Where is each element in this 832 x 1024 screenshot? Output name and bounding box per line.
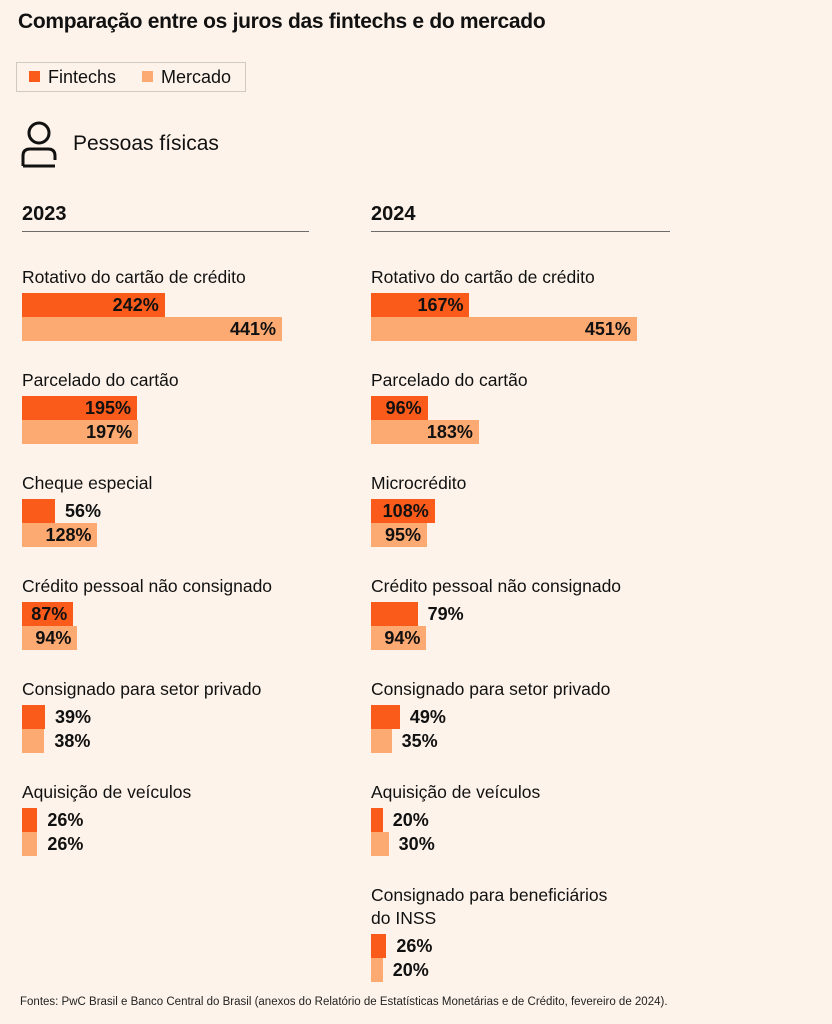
data-label-mercado-2023: 38% bbox=[54, 731, 91, 751]
bar-mercado-2024 bbox=[371, 626, 427, 650]
bar-fintechs-2024 bbox=[371, 293, 470, 317]
divider-2024 bbox=[371, 231, 670, 232]
data-label-fintechs-2024: 167% bbox=[417, 295, 464, 315]
bar-mercado-2024 bbox=[371, 420, 479, 444]
bar-fintechs-2024 bbox=[371, 396, 428, 420]
bar-mercado-2024 bbox=[371, 729, 392, 753]
category-label-2024: Parcelado do cartão bbox=[371, 370, 528, 390]
bar-fintechs-2024 bbox=[371, 705, 400, 729]
bar-mercado-2023 bbox=[22, 317, 282, 341]
source-note: Fontes: PwC Brasil e Banco Central do Br… bbox=[20, 996, 668, 1008]
bar-fintechs-2024 bbox=[371, 934, 387, 958]
bar-mercado-2023 bbox=[22, 832, 38, 856]
legend-item-mercado: Mercado bbox=[142, 67, 231, 88]
chart-title: Comparação entre os juros das fintechs e… bbox=[18, 10, 546, 33]
legend-item-fintechs: Fintechs bbox=[29, 67, 116, 88]
data-label-fintechs-2024: 20% bbox=[392, 810, 429, 830]
category-label-2024: Microcrédito bbox=[371, 473, 467, 493]
data-label-fintechs-2024: 108% bbox=[382, 501, 429, 521]
data-label-fintechs-2023: 26% bbox=[47, 810, 84, 830]
category-label-2024: Consignado para beneficiários do INSS bbox=[371, 885, 608, 928]
data-label-fintechs-2023: 56% bbox=[65, 501, 102, 521]
bar-fintechs-2023 bbox=[22, 602, 74, 626]
category-label-2024: Consignado para setor privado bbox=[371, 679, 611, 699]
data-label-mercado-2024: 451% bbox=[584, 319, 631, 339]
bar-fintechs-2024 bbox=[371, 808, 383, 832]
data-label-mercado-2024: 35% bbox=[401, 731, 438, 751]
bar-mercado-2023 bbox=[22, 523, 98, 547]
bar-mercado-2024 bbox=[371, 832, 389, 856]
category-label-2023: Consignado para setor privado bbox=[22, 679, 262, 699]
category-label-2024: Rotativo do cartão de crédito bbox=[371, 267, 595, 287]
bar-mercado-2023 bbox=[22, 729, 45, 753]
data-label-mercado-2023: 197% bbox=[86, 422, 133, 442]
bar-mercado-2024 bbox=[371, 523, 427, 547]
category-label-2023: Aquisição de veículos bbox=[22, 782, 192, 802]
year-heading-2023: 2023 bbox=[22, 203, 67, 225]
section-title: Pessoas físicas bbox=[73, 132, 219, 155]
bar-fintechs-2024 bbox=[371, 602, 418, 626]
bar-mercado-2023 bbox=[22, 626, 78, 650]
data-label-mercado-2024: 95% bbox=[385, 525, 422, 545]
data-label-fintechs-2024: 26% bbox=[396, 936, 433, 956]
data-label-fintechs-2023: 39% bbox=[54, 707, 92, 727]
bar-fintechs-2023 bbox=[22, 499, 56, 523]
bar-fintechs-2024 bbox=[371, 499, 435, 523]
data-label-mercado-2024: 94% bbox=[384, 628, 421, 648]
bar-mercado-2024 bbox=[371, 317, 637, 341]
legend-swatch-mercado bbox=[142, 71, 153, 82]
legend-label-fintechs: Fintechs bbox=[48, 67, 117, 87]
person-icon bbox=[21, 121, 57, 168]
data-label-fintechs-2024: 79% bbox=[427, 604, 464, 624]
data-label-fintechs-2023: 242% bbox=[112, 295, 159, 315]
data-label-fintechs-2024: 49% bbox=[409, 707, 446, 727]
category-label-2024: Aquisição de veículos bbox=[371, 782, 541, 802]
category-label-2023: Rotativo do cartão de crédito bbox=[22, 267, 246, 287]
data-label-mercado-2024: 183% bbox=[426, 422, 473, 442]
data-label-mercado-2024: 30% bbox=[398, 834, 435, 854]
legend: Fintechs Mercado bbox=[16, 62, 246, 92]
category-label-2023: Crédito pessoal não consignado bbox=[22, 576, 273, 596]
bar-fintechs-2023 bbox=[22, 293, 165, 317]
data-label-fintechs-2024: 96% bbox=[385, 398, 422, 418]
data-label-mercado-2023: 26% bbox=[47, 834, 84, 854]
data-label-mercado-2023: 441% bbox=[230, 319, 277, 339]
bar-fintechs-2023 bbox=[22, 705, 45, 729]
bar-fintechs-2023 bbox=[22, 396, 137, 420]
category-label-2023: Parcelado do cartão bbox=[22, 370, 179, 390]
bar-mercado-2023 bbox=[22, 420, 139, 444]
year-heading-2024: 2024 bbox=[371, 203, 416, 225]
category-label-2023: Cheque especial bbox=[22, 473, 153, 493]
bar-mercado-2024 bbox=[371, 958, 383, 982]
data-label-mercado-2023: 128% bbox=[45, 525, 92, 545]
category-label-2024: Crédito pessoal não consignado bbox=[371, 576, 622, 596]
data-label-mercado-2024: 20% bbox=[392, 960, 429, 980]
divider-2023 bbox=[22, 231, 309, 232]
data-label-fintechs-2023: 195% bbox=[84, 398, 131, 418]
data-label-fintechs-2023: 87% bbox=[31, 604, 68, 624]
bar-fintechs-2023 bbox=[22, 808, 38, 832]
legend-swatch-fintechs bbox=[29, 71, 40, 82]
data-label-mercado-2023: 94% bbox=[35, 628, 72, 648]
legend-label-mercado: Mercado bbox=[161, 67, 232, 87]
